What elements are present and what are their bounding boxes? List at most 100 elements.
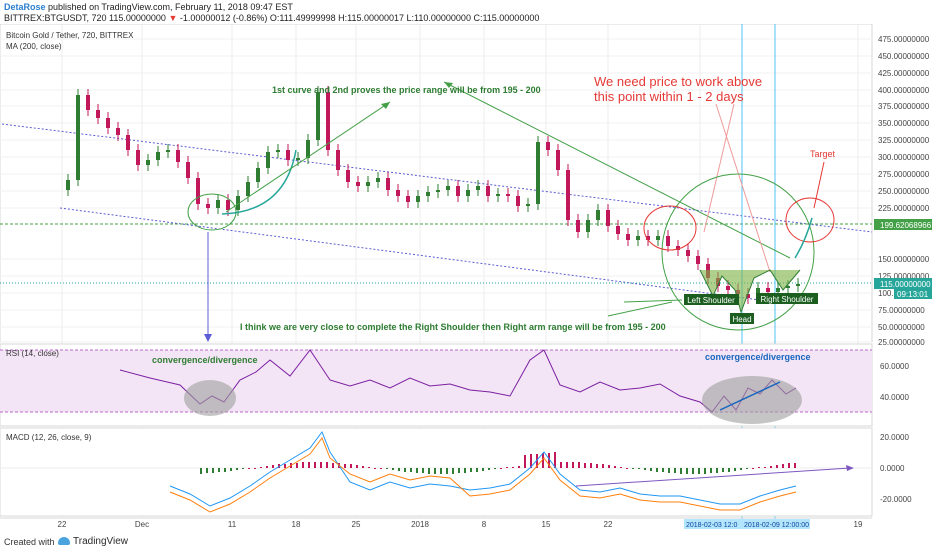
target-arrow <box>813 161 825 209</box>
signal-line <box>169 436 797 513</box>
macd-histogram-bar <box>662 468 664 472</box>
macd-histogram-bar <box>710 468 712 473</box>
macd-histogram-bar <box>356 465 358 468</box>
price-tick-label: 125.00000000 <box>878 272 930 281</box>
macd-histogram-bar <box>704 468 706 474</box>
macd-histogram-bar <box>674 468 676 473</box>
candle-body <box>306 140 310 158</box>
candle-body <box>386 178 390 190</box>
price-tick-label: 225.00000000 <box>878 204 930 213</box>
candle-body <box>66 180 70 190</box>
macd-histogram-bar <box>206 468 208 473</box>
candle-body <box>506 194 510 196</box>
curve-note-text: 1st curve and 2nd proves the price range… <box>272 85 541 95</box>
price-axis[interactable]: 475.00000000 450.00000000 425.00000000 400.… <box>874 35 932 347</box>
candle-body <box>356 182 360 186</box>
macd-histogram-bar <box>368 467 370 468</box>
price-tag-115 <box>874 278 932 289</box>
candle-body <box>576 220 580 232</box>
time-axis[interactable]: 22 Dec 11 18 25 2018 8 15 22 19 2018-02-03 12:0 2… <box>0 517 872 529</box>
price-tick-label: 150.00000000 <box>878 255 930 264</box>
macd-histogram-bar <box>380 468 382 469</box>
chart-area[interactable]: Bitcoin Gold / Tether, 720, BITTREX MA (… <box>0 24 932 534</box>
macd-histogram-bar <box>554 452 556 468</box>
candle-body <box>786 286 790 288</box>
candle-body <box>376 178 380 182</box>
macd-histogram-bar <box>458 468 460 473</box>
macd-trend-arrow <box>575 467 851 487</box>
rsi-conv-right-highlight <box>702 376 802 424</box>
range-start-tag <box>684 519 742 529</box>
rsi-pane[interactable]: RSI (14, close) convergence/divergence c… <box>0 343 909 427</box>
time-tick-label: 18 <box>292 520 301 529</box>
rsi-title: RSI (14, close) <box>6 349 59 358</box>
price-tick-label: 350.00000000 <box>878 119 930 128</box>
candle-body <box>536 142 540 204</box>
candle-body <box>636 236 640 240</box>
curve-arrow-1 <box>225 101 391 213</box>
candle-body <box>266 152 270 168</box>
price-tick-label: 425.00000000 <box>878 69 930 78</box>
head-label: Head <box>732 315 751 324</box>
price-tick-label: 325.00000000 <box>878 136 930 145</box>
macd-histogram-bar <box>530 454 532 468</box>
created-with-text: Created with <box>4 537 55 547</box>
macd-histogram-bar <box>482 468 484 471</box>
macd-tick-neg20: -20.0000 <box>880 495 912 504</box>
macd-histogram-bar <box>296 463 298 468</box>
candle-body <box>616 226 620 234</box>
price-tick-label: 50.00000000 <box>878 323 925 332</box>
tradingview-brand[interactable]: TradingView <box>58 536 128 547</box>
left-shoulder-badge <box>684 294 739 305</box>
macd-histogram-bar <box>722 468 724 472</box>
macd-histogram-bar <box>350 464 352 468</box>
macd-pane[interactable]: MACD (12, 26, close, 9) 20.0000 0.0000 -… <box>0 427 912 517</box>
macd-histogram-bar <box>686 468 688 474</box>
countdown-text: 09:13:01 <box>897 290 929 299</box>
candle-body <box>86 95 90 110</box>
macd-histogram-bar <box>620 467 622 468</box>
down-arrow-icon: ▼ <box>168 13 178 23</box>
macd-histogram-bar <box>536 454 538 468</box>
candle-body <box>606 210 610 226</box>
time-tick-label: 15 <box>542 520 551 529</box>
macd-histogram-bar <box>260 467 262 468</box>
macd-histogram-bar <box>320 462 322 468</box>
macd-histogram-bar <box>488 468 490 470</box>
macd-histogram-bar <box>626 468 628 469</box>
candle-body <box>476 186 480 190</box>
candle-body <box>256 168 260 182</box>
macd-histogram-bar <box>650 468 652 471</box>
macd-tick-20: 20.0000 <box>880 433 909 442</box>
candle-body <box>316 92 320 140</box>
bottom-note-arrow-2 <box>607 301 673 317</box>
time-tick-label: 19 <box>854 520 863 529</box>
macd-histogram-bar <box>668 468 670 473</box>
price-pane-title: Bitcoin Gold / Tether, 720, BITTREX <box>6 31 134 40</box>
macd-histogram-bar <box>788 463 790 468</box>
macd-histogram-bar <box>584 463 586 468</box>
macd-histogram-bar <box>464 468 466 473</box>
candle-body <box>146 160 150 165</box>
candle-body <box>196 178 200 204</box>
macd-trend-arrowhead <box>846 465 854 471</box>
macd-histogram-bar <box>752 468 754 469</box>
candle-body <box>416 196 420 202</box>
candle-body <box>746 294 750 298</box>
macd-histogram-bar <box>422 468 424 473</box>
candle-body <box>126 135 130 150</box>
range-end-tag <box>742 519 810 529</box>
blue-drop-arrowhead <box>204 334 212 342</box>
price-tag-199 <box>874 219 932 230</box>
candle-body <box>286 150 290 160</box>
macd-tick-0: 0.0000 <box>880 464 905 473</box>
macd-histogram-bar <box>374 468 376 469</box>
author-name[interactable]: DetaRose <box>4 2 46 12</box>
macd-histogram-bar <box>434 468 436 474</box>
candle-body <box>276 150 280 152</box>
time-tick-label: 22 <box>604 520 613 529</box>
work-above-line-1: We need price to work above <box>594 74 762 89</box>
macd-histogram-bar <box>764 467 766 468</box>
target-label: Target <box>810 149 836 159</box>
price-tag-199-text: 199.62068966 <box>880 221 932 230</box>
